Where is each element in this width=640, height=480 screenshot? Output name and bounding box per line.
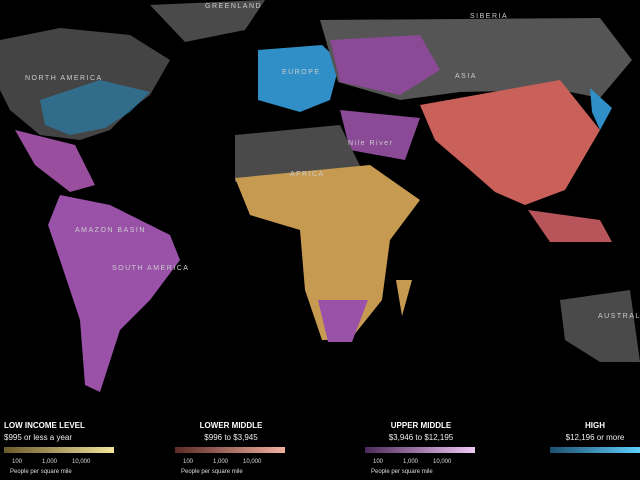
legend-note: People per square mile	[371, 469, 433, 475]
middle-east	[340, 110, 420, 160]
legend-range: $995 or less a year	[4, 433, 72, 442]
africa-north	[235, 125, 362, 182]
legend-tick: 10,000	[433, 459, 452, 465]
map-label: SIBERIA	[470, 13, 508, 20]
map-label: EUROPE	[282, 69, 321, 76]
legend-title: LOW INCOME LEVEL	[4, 421, 85, 430]
map-label: NORTH AMERICA	[25, 75, 103, 82]
legend-title: HIGH	[585, 421, 605, 430]
legend-range: $3,946 to $12,195	[389, 433, 454, 442]
map-label: SOUTH AMERICA	[112, 265, 189, 272]
map-labels: GREENLAND SIBERIA NORTH AMERICA EUROPE ASIA A…	[25, 3, 640, 320]
legend-tick: 1,000	[213, 459, 229, 465]
map-label: Nile River	[348, 140, 393, 147]
legend-tick: 100	[183, 459, 194, 465]
legend-note: People per square mile	[181, 469, 243, 475]
legend-bar	[175, 447, 285, 453]
japan	[590, 88, 612, 130]
greenland	[150, 0, 265, 42]
africa-south	[235, 165, 420, 340]
europe	[258, 45, 340, 112]
map-label: AMAZON BASIN	[75, 227, 146, 234]
legend-range: $12,196 or more	[566, 433, 625, 442]
legend-note: People per square mile	[10, 469, 72, 475]
map-label: AFRICA	[290, 171, 325, 178]
central-america	[15, 130, 95, 192]
map-label: GREENLAND	[205, 3, 262, 10]
legend-bar	[550, 447, 640, 453]
legend-tick: 10,000	[72, 459, 91, 465]
africa-tip	[318, 300, 368, 342]
madagascar	[396, 280, 412, 316]
south-asia	[420, 80, 600, 205]
map-label: AUSTRALIA	[598, 313, 640, 320]
legend-bar	[365, 447, 475, 453]
legend: LOW INCOME LEVEL $995 or less a year 100 1,…	[4, 421, 640, 475]
legend-title: LOWER MIDDLE	[200, 421, 263, 430]
legend-bar	[4, 447, 114, 453]
south-america	[48, 195, 180, 392]
legend-tick: 100	[373, 459, 384, 465]
australia	[560, 290, 640, 362]
map-label: ASIA	[455, 73, 477, 80]
us-east	[40, 80, 150, 135]
legend-tick: 1,000	[42, 459, 58, 465]
land	[0, 0, 640, 392]
legend-range: $996 to $3,945	[204, 433, 258, 442]
legend-tick: 10,000	[243, 459, 262, 465]
russia-west	[330, 35, 440, 95]
indonesia	[528, 210, 612, 242]
legend-tick: 1,000	[403, 459, 419, 465]
legend-title: UPPER MIDDLE	[391, 421, 452, 430]
legend-tick: 100	[12, 459, 23, 465]
